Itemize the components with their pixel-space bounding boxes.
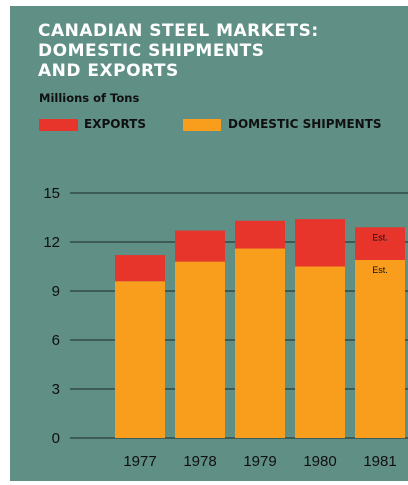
y-tick-label: 12 [43,234,60,251]
y-tick-label: 0 [52,430,60,447]
chart-title-line-2: DOMESTIC SHIPMENTS [38,41,265,61]
chart-title-line-1: CANADIAN STEEL MARKETS: [38,21,319,41]
estimate-annotation: Est. [372,232,388,242]
bars [115,219,405,438]
y-axis-ticks: 0 3 6 9 12 15 [43,185,60,447]
chart-subtitle: Millions of Tons [39,91,140,105]
legend-label-exports: EXPORTS [84,117,146,131]
bar-1978-domestic [175,261,225,438]
x-tick-label: 1979 [243,453,276,470]
estimate-annotation: Est. [372,265,388,275]
y-tick-label: 9 [52,283,60,300]
bar-1981-domestic [355,259,405,438]
bar-1977-domestic [115,281,165,438]
x-tick-label: 1981 [363,453,396,470]
x-tick-label: 1977 [123,453,156,470]
bar-1979-domestic [235,248,285,438]
x-tick-label: 1980 [303,453,336,470]
bar-1980-exports [295,219,345,267]
legend-label-domestic: DOMESTIC SHIPMENTS [228,117,382,131]
x-axis-ticks: 1977 1978 1979 1980 1981 [123,453,396,470]
bar-1980-domestic [295,266,345,438]
legend-swatch-domestic [183,119,221,131]
y-tick-label: 3 [52,381,60,398]
y-tick-label: 15 [43,185,60,202]
legend-swatch-exports [39,119,78,131]
bar-1981-exports [355,227,405,260]
x-tick-label: 1978 [183,453,216,470]
bar-1977-exports [115,255,165,282]
chart-title-line-3: AND EXPORTS [38,61,179,81]
bar-1978-exports [175,230,225,262]
y-tick-label: 6 [52,332,60,349]
bar-1979-exports [235,220,285,249]
annotations: Est. Est. [372,232,388,275]
